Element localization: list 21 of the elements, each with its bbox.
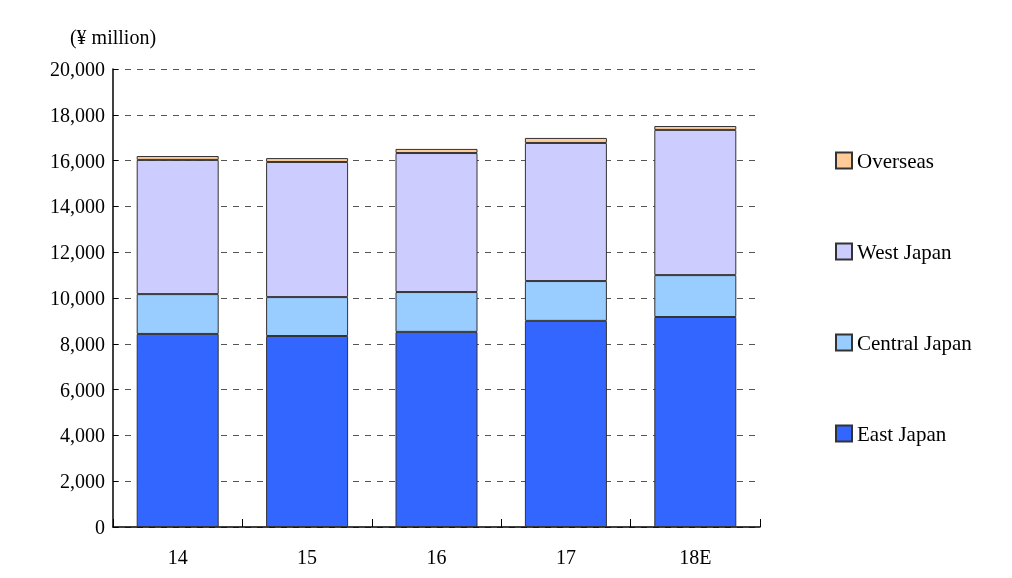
y-tick-label: 16,000: [50, 149, 105, 172]
y-tick-label: 0: [95, 516, 105, 538]
x-tick-label: 16: [426, 546, 447, 568]
y-axis-title: (¥ million): [69, 26, 157, 49]
y-tick-label: 20,000: [50, 58, 105, 80]
y-tick-label: 4,000: [60, 424, 105, 447]
x-tick-label: 18E: [679, 546, 712, 568]
legend-label: Overseas: [857, 148, 934, 173]
x-tick-label: 15: [297, 546, 318, 568]
legend-label: East Japan: [857, 421, 947, 446]
y-tick-label: 14,000: [50, 195, 105, 218]
x-tick-label: 14: [167, 546, 188, 568]
y-tick-label: 18,000: [50, 103, 105, 126]
y-tick-label: 6,000: [60, 378, 105, 401]
legend-label: Central Japan: [857, 330, 973, 355]
y-tick-label: 10,000: [50, 287, 105, 309]
y-tick-label: 12,000: [50, 241, 105, 264]
y-tick-label: 2,000: [60, 470, 105, 493]
y-tick-label: 8,000: [60, 332, 105, 355]
x-tick-label: 17: [555, 546, 576, 568]
legend-label: West Japan: [857, 239, 953, 264]
